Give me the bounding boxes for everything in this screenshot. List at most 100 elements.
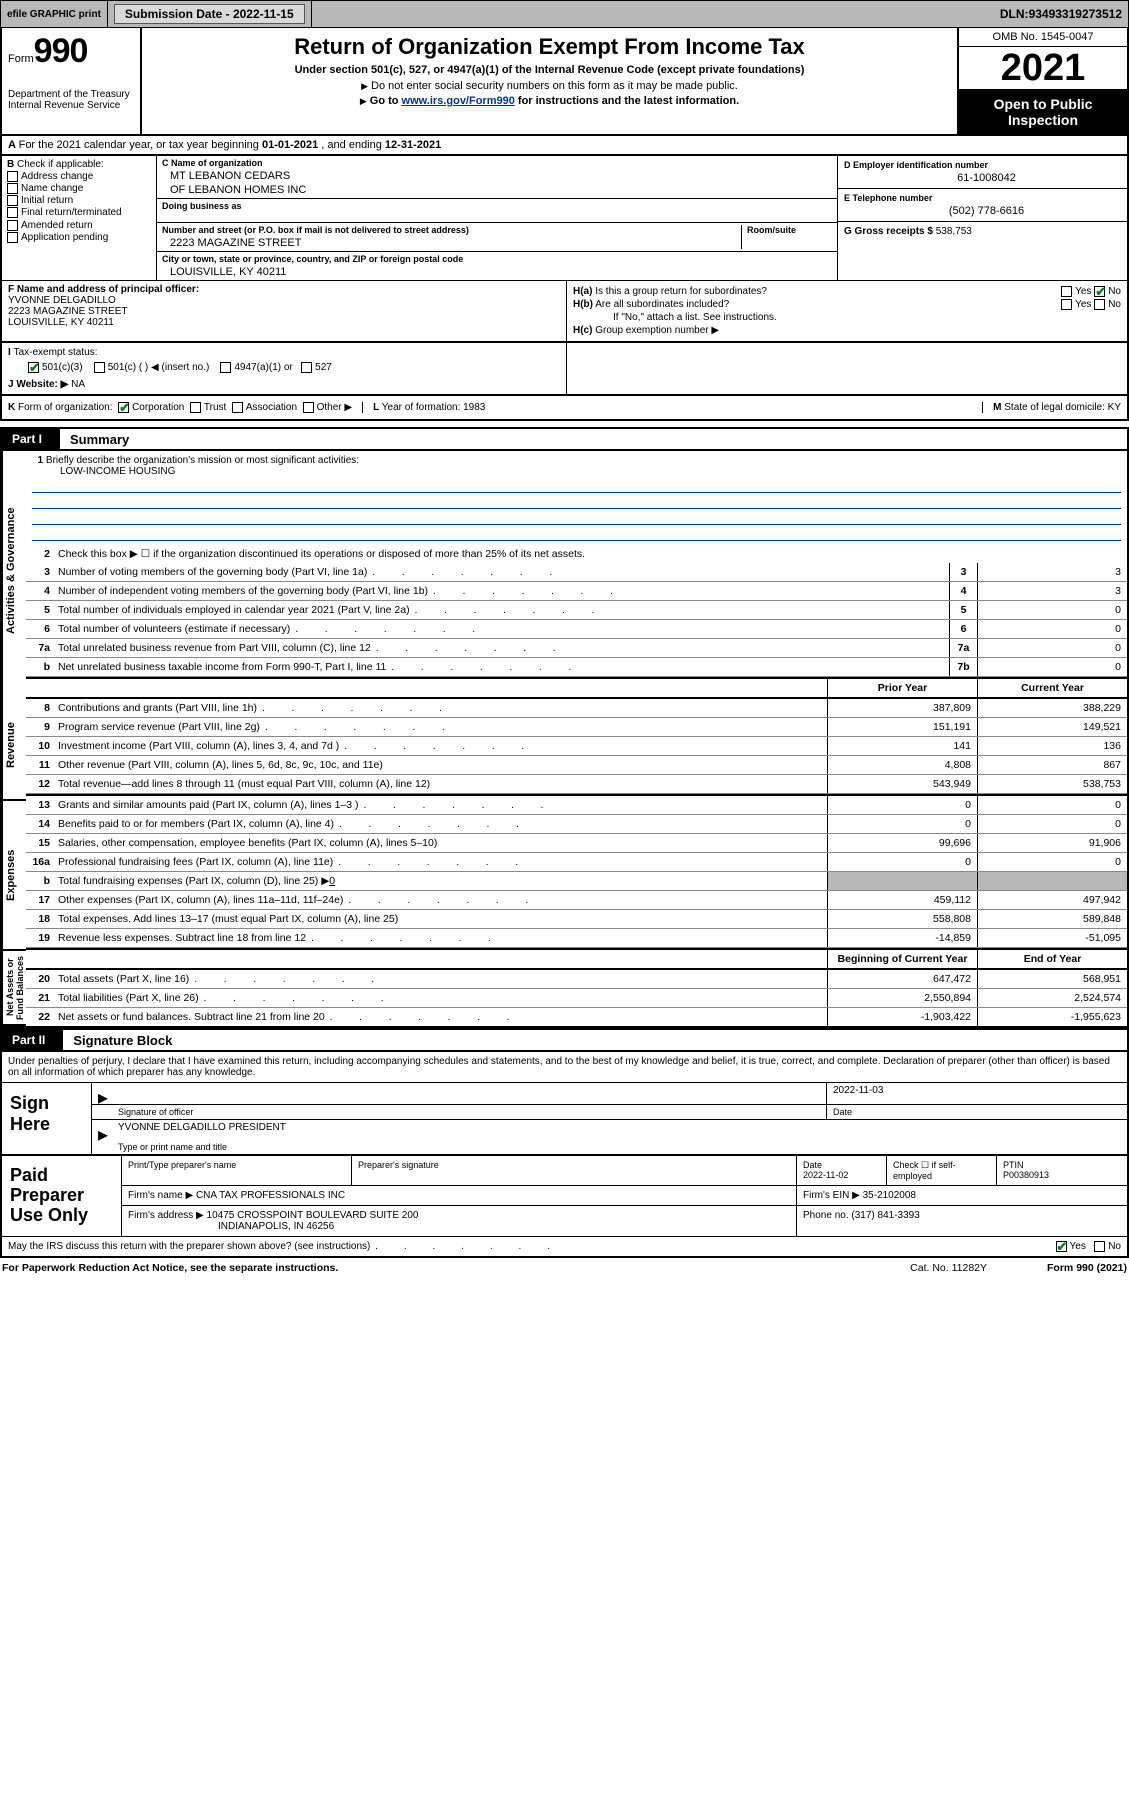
phone-row: E Telephone number (502) 778-6616 — [838, 189, 1127, 222]
line-17: 17Other expenses (Part IX, column (A), l… — [26, 891, 1127, 910]
line-7a: 7aTotal unrelated business revenue from … — [26, 639, 1127, 658]
topbar-spacer — [312, 1, 994, 27]
line-11: 11Other revenue (Part VIII, column (A), … — [26, 756, 1127, 775]
note-ssn: Do not enter social security numbers on … — [150, 80, 949, 92]
section-d-e-g: D Employer identification number 61-1008… — [837, 156, 1127, 280]
officer-street: 2223 MAGAZINE STREET — [8, 306, 560, 317]
line-15: 15Salaries, other compensation, employee… — [26, 834, 1127, 853]
phone-value: (502) 778-6616 — [844, 203, 1121, 217]
top-bar: efile GRAPHIC print Submission Date - 20… — [0, 0, 1129, 28]
header-mid: Return of Organization Exempt From Incom… — [142, 28, 957, 134]
street-address: 2223 MAGAZINE STREET — [162, 235, 736, 249]
line-18: 18Total expenses. Add lines 13–17 (must … — [26, 910, 1127, 929]
form-number: 990 — [34, 32, 88, 70]
sig-date-value: 2022-11-03 — [827, 1083, 1127, 1104]
chk-amended-return[interactable]: Amended return — [7, 220, 151, 231]
vtab-net-assets: Net Assets or Fund Balances — [2, 951, 26, 1026]
date-label: Date — [827, 1105, 1127, 1119]
dba-row: Doing business as — [157, 199, 837, 223]
row-i-j: I Tax-exempt status: 501(c)(3) 501(c) ( … — [0, 343, 1129, 396]
discuss-row: May the IRS discuss this return with the… — [2, 1236, 1127, 1256]
org-name-1: MT LEBANON CEDARS — [162, 168, 832, 182]
principal-officer: F Name and address of principal officer:… — [2, 281, 567, 341]
row-a-tax-year: A For the 2021 calendar year, or tax yea… — [0, 136, 1129, 156]
dept-treasury: Department of the Treasury Internal Reve… — [8, 89, 134, 111]
chk-501c[interactable] — [94, 362, 105, 373]
dln-cell: DLN: 93493319273512 — [994, 1, 1128, 27]
officer-name: YVONNE DELGADILLO — [8, 295, 560, 306]
firm-addr-1: 10475 CROSSPOINT BOULEVARD SUITE 200 — [207, 1210, 419, 1221]
state-domicile: M State of legal domicile: KY — [982, 402, 1121, 413]
efile-label: efile GRAPHIC print — [1, 1, 108, 27]
sign-here-label: Sign Here — [2, 1083, 92, 1154]
info-grid: B Check if applicable: Address change Na… — [0, 156, 1129, 280]
firm-addr-2: INDIANAPOLIS, IN 46256 — [128, 1221, 334, 1232]
chk-name-change[interactable]: Name change — [7, 183, 151, 194]
line-14: 14Benefits paid to or for members (Part … — [26, 815, 1127, 834]
line-19: 19Revenue less expenses. Subtract line 1… — [26, 929, 1127, 948]
chk-other[interactable] — [303, 402, 314, 413]
line-10: 10Investment income (Part VIII, column (… — [26, 737, 1127, 756]
chk-527[interactable] — [301, 362, 312, 373]
chk-address-change[interactable]: Address change — [7, 171, 151, 182]
pra-notice: For Paperwork Reduction Act Notice, see … — [2, 1262, 338, 1274]
tax-exempt-status: I Tax-exempt status: 501(c)(3) 501(c) ( … — [2, 343, 567, 394]
form-990-label: Form 990 (2021) — [1047, 1262, 1127, 1274]
section-b-checkboxes: B Check if applicable: Address change Na… — [2, 156, 157, 280]
footer: For Paperwork Reduction Act Notice, see … — [0, 1258, 1129, 1278]
cat-number: Cat. No. 11282Y — [910, 1262, 987, 1274]
vtab-governance: Activities & Governance — [2, 451, 26, 691]
firm-name: CNA TAX PROFESSIONALS INC — [196, 1190, 345, 1201]
row-k-l-m: K Form of organization: Corporation Trus… — [0, 396, 1129, 421]
header-left: Form990 Department of the Treasury Inter… — [2, 28, 142, 134]
summary-body: Activities & Governance Revenue Expenses… — [0, 451, 1129, 1028]
section-c: C Name of organization MT LEBANON CEDARS… — [157, 156, 837, 280]
line-13: 13Grants and similar amounts paid (Part … — [26, 794, 1127, 815]
chk-4947[interactable] — [220, 362, 231, 373]
chk-application-pending[interactable]: Application pending — [7, 232, 151, 243]
line-12: 12Total revenue—add lines 8 through 11 (… — [26, 775, 1127, 794]
street-row: Number and street (or P.O. box if mail i… — [157, 223, 837, 252]
city-state-zip: LOUISVILLE, KY 40211 — [162, 264, 832, 278]
omb-number: OMB No. 1545-0047 — [959, 28, 1127, 47]
line-2: 2Check this box ▶ ☐ if the organization … — [26, 545, 1127, 563]
paid-preparer-block: Paid Preparer Use Only Print/Type prepar… — [0, 1156, 1129, 1258]
firm-ein: 35-2102008 — [863, 1190, 916, 1201]
submission-date-button[interactable]: Submission Date - 2022-11-15 — [114, 4, 305, 24]
prep-date: 2022-11-02 — [803, 1170, 848, 1180]
line-7b: bNet unrelated business taxable income f… — [26, 658, 1127, 677]
line-20: 20Total assets (Part X, line 16)647,4725… — [26, 970, 1127, 989]
col-header-prior-current: Prior Year Current Year — [26, 677, 1127, 699]
gross-receipts-row: G Gross receipts $ 538,753 — [838, 222, 1127, 241]
submission-date-cell: Submission Date - 2022-11-15 — [108, 1, 312, 27]
ein-row: D Employer identification number 61-1008… — [838, 156, 1127, 189]
chk-association[interactable] — [232, 402, 243, 413]
officer-typed-name: YVONNE DELGADILLO PRESIDENT — [112, 1120, 1127, 1140]
discuss-yes[interactable] — [1056, 1241, 1067, 1252]
discuss-no[interactable] — [1094, 1241, 1105, 1252]
form-subtitle: Under section 501(c), 527, or 4947(a)(1)… — [150, 64, 949, 76]
officer-sig-label: Signature of officer — [112, 1105, 827, 1119]
chk-final-return[interactable]: Final return/terminated — [7, 207, 151, 218]
line-5: 5Total number of individuals employed in… — [26, 601, 1127, 620]
part-ii-header: Part II Signature Block — [0, 1028, 1129, 1052]
officer-name-label: Type or print name and title — [112, 1140, 1127, 1154]
line-4: 4Number of independent voting members of… — [26, 582, 1127, 601]
chk-initial-return[interactable]: Initial return — [7, 195, 151, 206]
line-3: 3Number of voting members of the governi… — [26, 563, 1127, 582]
chk-501c3[interactable] — [28, 362, 39, 373]
city-row: City or town, state or province, country… — [157, 252, 837, 280]
arrow-icon-2: ▸ — [92, 1120, 112, 1140]
ein-value: 61-1008042 — [844, 170, 1121, 184]
form-title: Return of Organization Exempt From Incom… — [150, 34, 949, 60]
org-name-2: OF LEBANON HOMES INC — [162, 182, 832, 196]
header-right: OMB No. 1545-0047 2021 Open to Public In… — [957, 28, 1127, 134]
chk-trust[interactable] — [190, 402, 201, 413]
irs-link[interactable]: www.irs.gov/Form990 — [402, 95, 515, 107]
row-f-h: F Name and address of principal officer:… — [0, 280, 1129, 343]
summary-lines: 1 Briefly describe the organization's mi… — [26, 451, 1127, 1026]
line-16a: 16aProfessional fundraising fees (Part I… — [26, 853, 1127, 872]
chk-corporation[interactable] — [118, 402, 129, 413]
penalties-declaration: Under penalties of perjury, I declare th… — [2, 1052, 1127, 1083]
website-value: NA — [71, 379, 85, 390]
